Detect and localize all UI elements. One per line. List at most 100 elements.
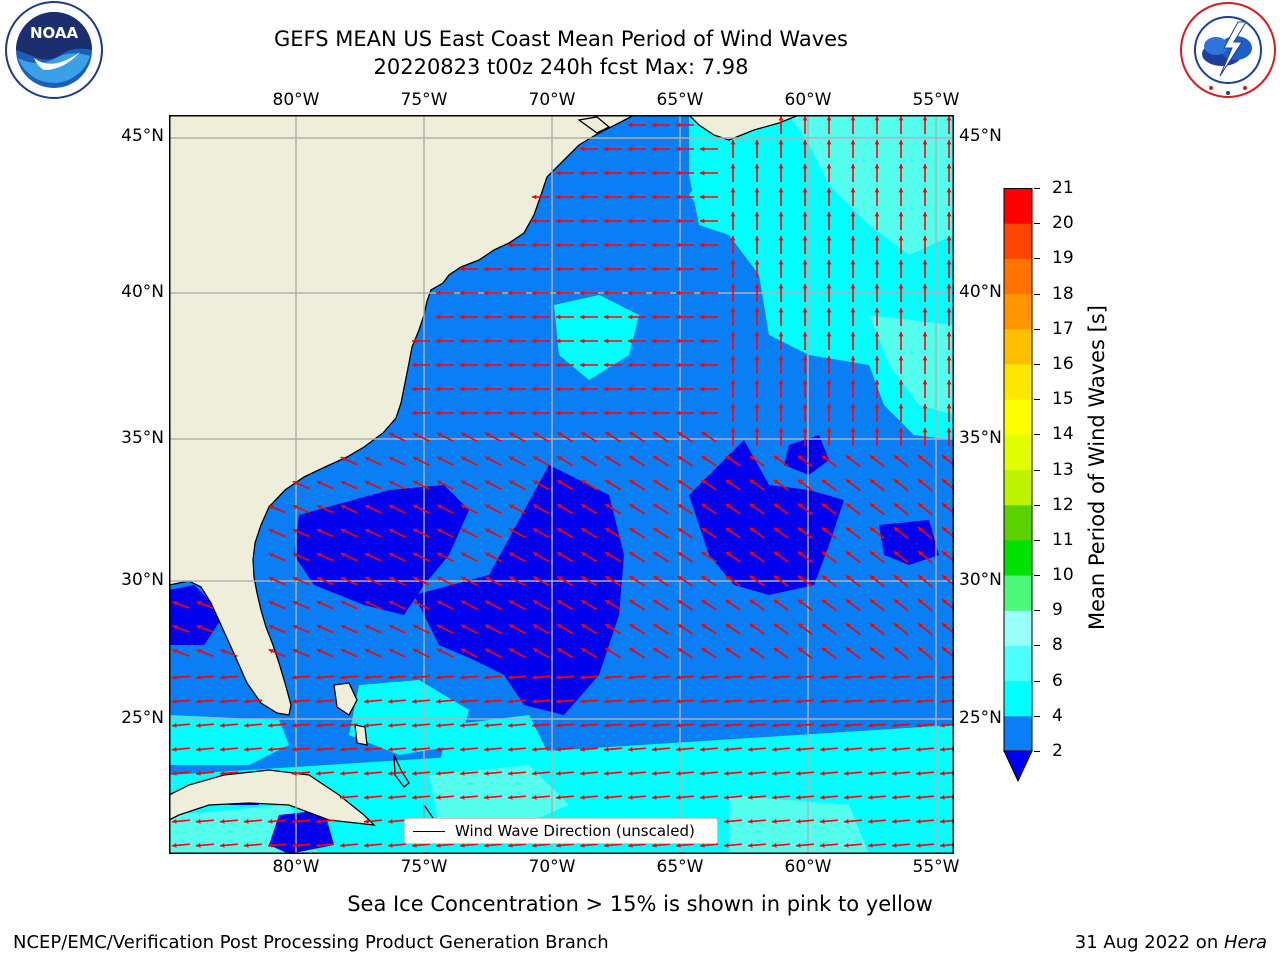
wave-direction-arrow: [387, 699, 407, 704]
wave-direction-arrow: [843, 819, 863, 824]
wave-direction-arrow: [243, 699, 263, 704]
wave-direction-arrow: [219, 699, 239, 704]
wave-direction-arrow: [316, 528, 334, 538]
wave-direction-arrow: [676, 410, 694, 416]
wave-direction-arrow: [292, 624, 310, 634]
wave-direction-arrow: [436, 456, 454, 466]
wave-direction-arrow: [898, 284, 904, 302]
wave-direction-arrow: [754, 260, 760, 278]
colorbar-tick-mark: [1034, 680, 1040, 682]
wave-direction-arrow: [893, 550, 909, 564]
wave-direction-arrow: [701, 623, 717, 635]
wave-direction-arrow: [700, 386, 718, 392]
wave-direction-arrow: [460, 624, 478, 634]
wave-direction-arrow: [917, 454, 933, 468]
wave-direction-arrow: [797, 599, 813, 611]
wave-direction-arrow: [316, 624, 334, 634]
figure-subtitle: 20220823 t00z 240h fcst Max: 7.98: [373, 55, 749, 79]
wave-direction-arrow: [604, 386, 622, 392]
wave-direction-arrow: [850, 140, 856, 158]
wave-direction-arrow: [898, 140, 904, 158]
wave-direction-arrow: [867, 675, 887, 680]
wave-direction-arrow: [580, 194, 598, 200]
wave-direction-arrow: [243, 819, 263, 824]
wave-direction-arrow: [459, 771, 479, 776]
wave-direction-arrow: [795, 771, 815, 776]
wave-direction-arrow: [939, 843, 954, 848]
wave-direction-arrow: [893, 574, 909, 588]
wave-direction-arrow: [898, 116, 904, 134]
wave-direction-arrow: [771, 819, 791, 824]
wave-direction-arrow: [677, 431, 693, 443]
wave-direction-arrow: [579, 795, 599, 800]
colorbar-swatch: [1004, 680, 1032, 717]
noaa-logo: NOAA: [4, 0, 104, 100]
wave-direction-arrow: [484, 362, 502, 368]
colorbar-tick-label: 13: [1052, 459, 1074, 480]
wave-direction-arrow: [821, 574, 837, 588]
wave-direction-arrow: [604, 551, 622, 563]
wave-direction-arrow: [580, 623, 598, 635]
map-frame: [169, 115, 954, 854]
wave-direction-arrow: [507, 675, 527, 680]
wave-direction-arrow: [725, 527, 741, 539]
wave-direction-arrow: [917, 502, 933, 516]
wave-direction-arrow: [797, 575, 813, 587]
colorbar-swatch: [1004, 645, 1032, 682]
wave-direction-arrow: [460, 410, 478, 416]
wave-direction-arrow: [291, 771, 311, 776]
wave-direction-arrow: [898, 332, 904, 350]
wave-direction-arrow: [268, 576, 286, 586]
wave-direction-arrow: [411, 843, 431, 848]
wave-direction-arrow: [412, 432, 430, 442]
wave-direction-arrow: [730, 332, 736, 350]
wave-direction-arrow: [773, 527, 789, 539]
wave-direction-arrow: [699, 699, 719, 704]
wave-direction-arrow: [730, 380, 736, 398]
wave-direction-arrow: [267, 747, 287, 752]
wave-direction-arrow: [556, 266, 574, 272]
wave-direction-arrow: [754, 284, 760, 302]
wave-direction-arrow: [292, 504, 310, 514]
wave-direction-arrow: [435, 795, 455, 800]
wave-direction-arrow: [917, 550, 933, 564]
wave-direction-arrow: [628, 623, 646, 635]
wave-direction-arrow: [946, 428, 952, 446]
wave-direction-arrow: [603, 795, 623, 800]
wave-direction-arrow: [652, 122, 670, 128]
wave-direction-arrow: [795, 723, 815, 728]
wave-direction-arrow: [946, 164, 952, 182]
wave-direction-arrow: [291, 747, 311, 752]
wave-direction-arrow: [484, 432, 502, 442]
wave-direction-arrow: [460, 432, 478, 442]
wave-direction-arrow: [196, 601, 214, 609]
wave-direction-arrow: [604, 290, 622, 296]
colorbar-tick-mark: [1034, 258, 1040, 260]
colorbar-tick-mark: [1034, 715, 1040, 717]
colorbar-label: Mean Period of Wind Waves [s]: [1085, 305, 1109, 630]
wave-direction-arrow: [171, 675, 191, 680]
wave-direction-arrow: [627, 843, 647, 848]
wave-direction-arrow: [802, 404, 808, 422]
wave-direction-arrow: [874, 332, 880, 350]
colorbar-tick-mark: [1034, 645, 1040, 647]
colorbar-swatch: [1004, 575, 1032, 611]
wave-direction-arrow: [891, 819, 911, 824]
wave-direction-arrow: [700, 242, 718, 248]
wave-direction-arrow: [797, 503, 813, 515]
wave-direction-arrow: [315, 723, 335, 728]
wave-direction-arrow: [532, 431, 550, 443]
wave-direction-arrow: [340, 528, 358, 538]
wave-direction-arrow: [436, 528, 454, 538]
wave-direction-arrow: [797, 527, 813, 539]
wave-direction-arrow: [580, 479, 598, 491]
wave-direction-arrow: [340, 624, 358, 634]
wave-direction-arrow: [628, 242, 646, 248]
lat-label-left-30n: 30°N: [121, 570, 164, 590]
wave-direction-arrow: [922, 164, 928, 182]
wave-direction-arrow: [898, 404, 904, 422]
wave-direction-arrow: [725, 455, 741, 467]
wave-direction-arrow: [364, 456, 382, 466]
wave-direction-arrow: [898, 356, 904, 374]
lon-label-bottom-75w: 75°W: [400, 857, 448, 877]
